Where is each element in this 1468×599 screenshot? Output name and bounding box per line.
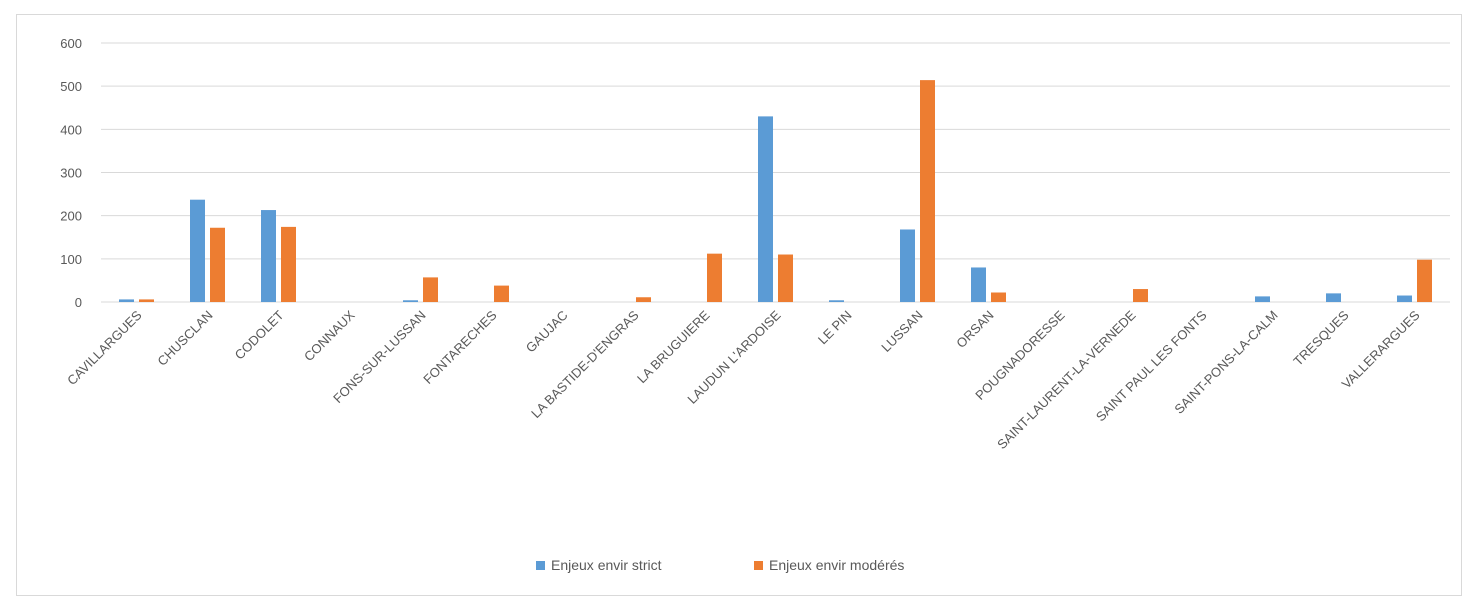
y-tick-label: 0 xyxy=(75,295,82,310)
bar-strict xyxy=(119,299,134,302)
chart-container xyxy=(16,14,1462,596)
bar-strict xyxy=(1255,296,1270,302)
bar-moderes xyxy=(494,285,509,302)
x-tick-label: CHUSCLAN xyxy=(154,308,215,369)
legend-label-moderes: Enjeux envir modérés xyxy=(769,557,904,573)
x-tick-label: TRESQUES xyxy=(1290,307,1351,368)
legend-swatch-moderes xyxy=(754,561,763,570)
bar-strict xyxy=(1397,295,1412,302)
gridlines xyxy=(101,42,1450,303)
legend-swatch-strict xyxy=(536,561,545,570)
bar-moderes xyxy=(920,80,935,302)
x-tick-label: FONTARECHES xyxy=(420,307,500,387)
legend-label-strict: Enjeux envir strict xyxy=(551,557,662,573)
bar-strict xyxy=(829,300,844,302)
x-tick-label: ORSAN xyxy=(953,308,996,351)
x-tick-label: GAUJAC xyxy=(523,308,571,356)
y-axis-ticks: 0 100 200 300 400 500 600 xyxy=(60,36,82,310)
bar-strict xyxy=(1326,293,1341,302)
bar-moderes xyxy=(281,226,296,302)
bar-strict xyxy=(758,116,773,302)
bar-moderes xyxy=(778,254,793,302)
legend: Enjeux envir strict Enjeux envir modérés xyxy=(536,557,904,573)
y-tick-label: 100 xyxy=(60,252,82,267)
bar-moderes xyxy=(707,253,722,302)
bar-moderes xyxy=(139,299,154,302)
y-tick-label: 600 xyxy=(60,36,82,51)
bars xyxy=(119,80,1432,302)
y-tick-label: 300 xyxy=(60,166,82,181)
bar-strict xyxy=(971,267,986,302)
x-tick-label: CODOLET xyxy=(232,307,287,362)
x-tick-label: LUSSAN xyxy=(878,308,925,355)
bar-strict xyxy=(190,199,205,302)
x-axis-labels: CAVILLARGUES CHUSCLAN CODOLET CONNAUXFONS-S… xyxy=(64,307,1423,452)
x-tick-label: VALLERARGUES xyxy=(1339,307,1423,391)
y-tick-label: 200 xyxy=(60,209,82,224)
bar-moderes xyxy=(1417,259,1432,302)
bar-moderes xyxy=(991,292,1006,302)
bar-strict xyxy=(403,300,418,302)
x-tick-label: CAVILLARGUES xyxy=(64,307,145,388)
y-tick-label: 400 xyxy=(60,122,82,137)
x-tick-label: CONNAUX xyxy=(301,307,358,364)
x-tick-label: LE PIN xyxy=(815,308,855,348)
bar-moderes xyxy=(636,297,651,302)
bar-moderes xyxy=(210,227,225,302)
x-tick-label: SAINT-LAURENT-LA-VERNEDE xyxy=(994,307,1139,452)
bar-moderes xyxy=(423,277,438,302)
x-tick-label: LA BRUGUIERE xyxy=(634,307,713,386)
bar-strict xyxy=(261,210,276,302)
bar-strict xyxy=(900,229,915,302)
y-tick-label: 500 xyxy=(60,79,82,94)
bar-moderes xyxy=(1133,289,1148,302)
